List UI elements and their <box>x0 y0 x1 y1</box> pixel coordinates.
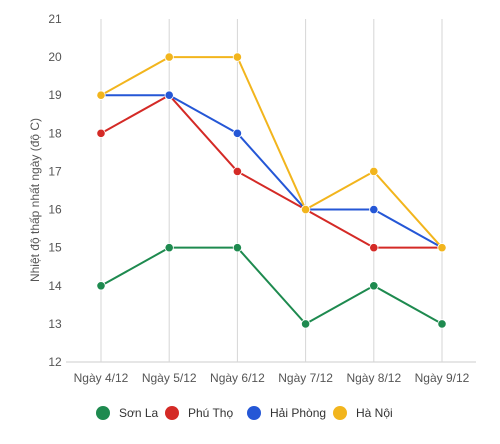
y-tick-label: 20 <box>48 50 62 64</box>
grid-layer <box>66 19 476 363</box>
data-point <box>437 319 447 329</box>
legend-label: Hải Phòng <box>270 406 326 420</box>
data-point <box>232 128 242 138</box>
series-line <box>100 94 442 249</box>
legend-marker <box>96 406 110 420</box>
data-point <box>369 243 379 253</box>
data-point <box>164 90 174 100</box>
x-axis-ticks: Ngày 4/12 Ngày 5/12 Ngày 6/12 Ngày 7/12 Ngày… <box>74 371 470 385</box>
x-tick-label: Ngày 9/12 <box>415 371 470 385</box>
legend-marker <box>165 406 179 420</box>
series-line <box>101 94 443 249</box>
data-point <box>300 204 311 215</box>
x-tick-label: Ngày 6/12 <box>210 371 265 385</box>
data-point <box>369 166 379 177</box>
series-layer <box>96 52 447 329</box>
data-point <box>369 204 379 215</box>
data-point <box>232 166 242 177</box>
legend-label: Phú Thọ <box>188 406 233 420</box>
x-tick-label: Ngày 4/12 <box>74 371 129 385</box>
y-tick-label: 17 <box>48 164 62 178</box>
legend-marker <box>333 406 347 420</box>
y-tick-label: 12 <box>48 355 62 369</box>
legend-marker <box>247 406 261 420</box>
y-axis-title: Nhiệt độ thấp nhất ngày (độ C) <box>28 118 42 282</box>
y-tick-label: 16 <box>48 203 62 217</box>
series-line <box>100 56 443 249</box>
x-tick-label: Ngày 5/12 <box>142 371 197 385</box>
y-tick-label: 15 <box>48 241 62 255</box>
data-point <box>232 52 242 62</box>
data-point <box>232 243 242 253</box>
y-axis-ticks: 12 13 14 15 16 17 18 19 20 21 <box>48 12 62 369</box>
y-tick-label: 19 <box>48 88 62 102</box>
data-point <box>164 243 174 253</box>
legend-label: Sơn La <box>119 406 159 420</box>
data-point <box>96 128 106 138</box>
x-tick-label: Ngày 8/12 <box>346 371 401 385</box>
legend: Sơn La Phú Thọ Hải Phòng Hà Nội <box>96 406 393 420</box>
data-point <box>300 319 311 329</box>
data-point <box>96 90 106 100</box>
data-point <box>437 243 447 253</box>
data-point <box>164 52 174 62</box>
y-tick-label: 14 <box>48 279 62 293</box>
data-point <box>96 281 106 291</box>
y-tick-label: 13 <box>48 317 62 331</box>
y-tick-label: 18 <box>48 126 62 140</box>
legend-label: Hà Nội <box>356 406 393 420</box>
x-tick-label: Ngày 7/12 <box>278 371 333 385</box>
series-line <box>100 246 443 325</box>
data-point <box>369 281 379 291</box>
y-tick-label: 21 <box>48 12 62 26</box>
